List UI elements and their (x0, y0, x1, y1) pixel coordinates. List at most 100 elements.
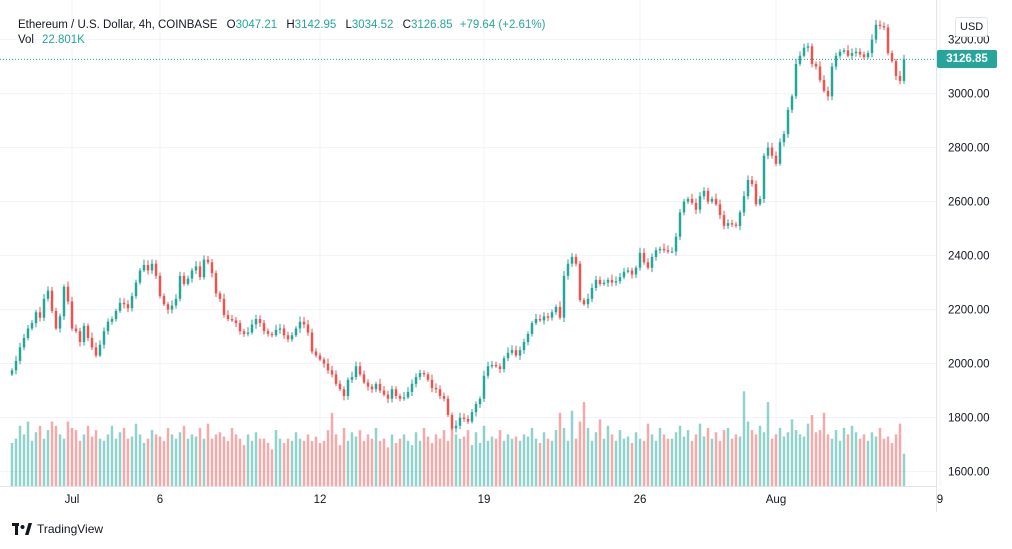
volume-bar (106, 434, 110, 486)
volume-bar (358, 430, 362, 486)
candle-body (382, 390, 386, 395)
candle-body (734, 224, 738, 226)
candle-body (894, 61, 898, 77)
volume-bar (530, 427, 534, 486)
candle-body (302, 321, 306, 325)
candle-body (150, 263, 154, 271)
volume-bar (854, 432, 858, 486)
volume-bar (74, 430, 78, 486)
symbol-title[interactable]: Ethereum / U.S. Dollar, 4h, COINBASE (18, 19, 218, 31)
volume-bar (490, 436, 494, 486)
volume-label[interactable]: Vol (18, 34, 34, 46)
candle-body (426, 374, 430, 380)
volume-bar (826, 434, 830, 486)
candle-body (810, 46, 814, 64)
candle-body (822, 80, 826, 91)
change-value: +79.64 (+2.61%) (459, 19, 546, 31)
candle-body (610, 279, 614, 283)
candle-body (54, 310, 58, 329)
volume-bar (202, 438, 206, 486)
volume-bar (114, 438, 118, 486)
volume-bar (562, 427, 566, 486)
candle-body (714, 198, 718, 205)
candle-body (422, 373, 426, 375)
volume-bar (594, 432, 598, 486)
candle-body (630, 270, 634, 275)
candle-body (698, 196, 702, 210)
volume-bar (886, 436, 890, 486)
volume-bar (354, 436, 358, 486)
volume-bar (514, 436, 518, 486)
candle-body (666, 250, 670, 252)
volume-bar (142, 443, 146, 486)
candle-body (110, 319, 114, 322)
volume-bar (746, 421, 750, 486)
volume-bar (282, 443, 286, 486)
volume-bar (54, 425, 58, 486)
volume-bar (574, 438, 578, 486)
candle-body (306, 324, 310, 333)
candle-body (310, 332, 314, 352)
volume-bar (538, 443, 542, 486)
candle-body (78, 331, 82, 342)
volume-bar (326, 430, 330, 486)
volume-bar (690, 440, 694, 486)
volume-bar (726, 427, 730, 486)
candle-body (434, 387, 438, 390)
candle-body (158, 275, 162, 297)
candle-body (46, 290, 50, 299)
tradingview-logo[interactable]: TradingView (12, 522, 103, 536)
currency-button[interactable]: USD (955, 17, 989, 37)
candle-body (726, 223, 730, 226)
candle-body (882, 26, 886, 28)
candle-body (814, 63, 818, 67)
volume-bar (626, 436, 630, 486)
volume-bar (674, 432, 678, 486)
volume-bar (66, 421, 70, 486)
candle-body (34, 312, 38, 324)
candle-body (254, 319, 258, 325)
volume-bar (86, 425, 90, 486)
candle-body (322, 359, 326, 364)
candle-body (138, 270, 142, 283)
volume-bar (898, 423, 902, 486)
candle-body (286, 335, 290, 340)
volume-bar (702, 436, 706, 486)
candle-body (126, 304, 130, 309)
candle-body (198, 266, 202, 278)
chart-legend: Ethereum / U.S. Dollar, 4h, COINBASE O30… (18, 17, 545, 34)
candle-body (362, 374, 366, 383)
candle-body (546, 316, 550, 318)
volume-value: 22.801K (42, 34, 85, 46)
volume-bar (606, 425, 610, 486)
candle-body (626, 270, 630, 272)
volume-bar (262, 438, 266, 486)
volume-bar (70, 427, 74, 486)
volume-bar (222, 436, 226, 486)
volume-bar (542, 432, 546, 486)
candle-body (90, 337, 94, 348)
candle-body (562, 275, 566, 318)
candle-body (886, 27, 890, 54)
candle-body (142, 265, 146, 271)
candle-body (550, 312, 554, 318)
volume-bar (650, 434, 654, 486)
volume-bar (510, 438, 514, 486)
volume-bar (250, 440, 254, 486)
volume-bar (302, 440, 306, 486)
candle-body (786, 109, 790, 135)
volume-bar (698, 423, 702, 486)
candle-body (530, 323, 534, 334)
volume-bar (314, 436, 318, 486)
volume-bar (590, 440, 594, 486)
volume-bar (386, 447, 390, 486)
volume-bar (310, 440, 314, 486)
candle-body (430, 379, 434, 388)
volume-bar (778, 427, 782, 486)
close-value: 3126.85 (410, 19, 453, 31)
price-tick-label: 3200.00 (948, 35, 990, 47)
candle-body (194, 266, 198, 271)
candle-body (318, 355, 322, 360)
price-axis: 1600.00 1800.00 2000.00 2200.00 2400.00 2600.… (948, 35, 990, 479)
